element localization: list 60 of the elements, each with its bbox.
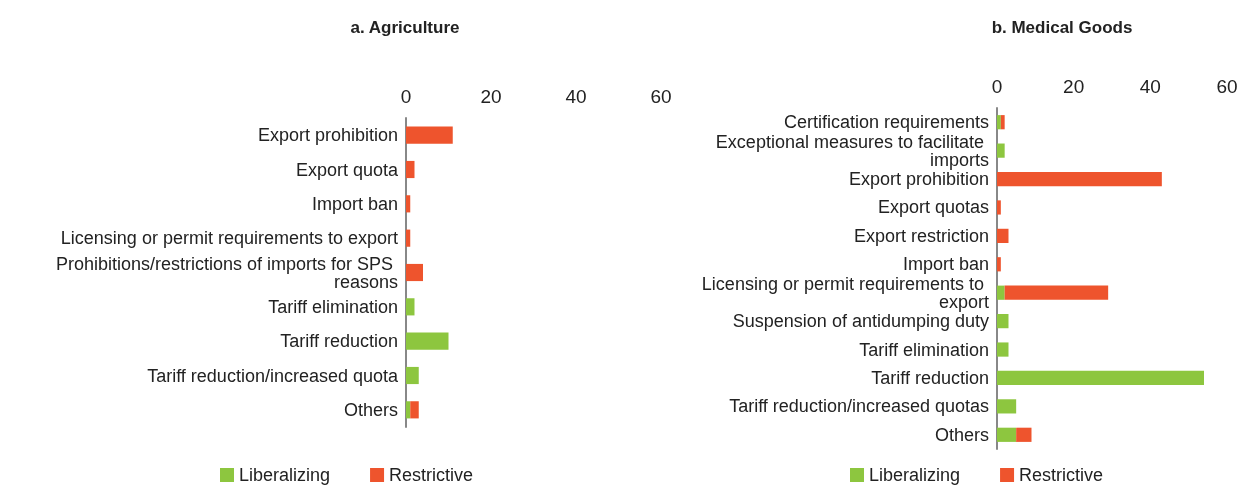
x-tick-label: 60 bbox=[650, 86, 672, 107]
y-tick-label: Licensing or permit requirements to export bbox=[701, 273, 989, 312]
y-tick-label: Tariff reduction/increased quota bbox=[147, 365, 399, 386]
bar bbox=[997, 115, 1001, 130]
bar bbox=[406, 126, 453, 144]
bar bbox=[997, 200, 1001, 215]
bar bbox=[997, 228, 1009, 243]
y-tick-label: Licensing or permit requirements to export bbox=[60, 228, 398, 249]
bar bbox=[1004, 285, 1109, 300]
legend-label: Liberalizing bbox=[869, 465, 961, 485]
bar bbox=[997, 427, 1017, 442]
bar bbox=[406, 229, 411, 247]
bar bbox=[406, 401, 411, 419]
y-tick-label: Tariff reduction bbox=[871, 367, 989, 388]
y-tick-label: Tariff reduction bbox=[280, 331, 398, 352]
y-tick-label: Export prohibition bbox=[848, 169, 989, 190]
bar bbox=[410, 401, 419, 419]
x-tick-label: 60 bbox=[1216, 76, 1238, 97]
y-tick-label: Others bbox=[934, 424, 989, 445]
bar bbox=[997, 143, 1005, 158]
y-tick-label: Tariff reduction/increased quotas bbox=[729, 396, 989, 417]
bar bbox=[406, 366, 419, 385]
y-tick-label: Export quota bbox=[295, 159, 399, 180]
x-tick-label: 0 bbox=[991, 76, 1003, 97]
bar bbox=[997, 257, 1001, 272]
bar bbox=[406, 160, 415, 179]
bar bbox=[406, 298, 415, 316]
x-tick-label: 20 bbox=[1063, 76, 1085, 97]
y-tick-label: Export quotas bbox=[877, 197, 989, 218]
y-tick-label: Prohibitions/restrictions of imports for SPS reasons bbox=[55, 253, 398, 292]
y-tick-label: Certification requirements bbox=[783, 112, 989, 133]
y-tick-label: Exceptional measures to facilitate imports bbox=[715, 131, 989, 170]
bar bbox=[406, 195, 411, 213]
y-tick-label: Export prohibition bbox=[257, 125, 398, 146]
x-tick-label: 40 bbox=[565, 86, 587, 107]
bar bbox=[1000, 115, 1005, 130]
y-tick-label: Others bbox=[343, 399, 398, 420]
y-tick-label: Export restriction bbox=[853, 225, 989, 246]
y-tick-label: Suspension of antidumping duty bbox=[732, 311, 989, 332]
legend-label: Restrictive bbox=[389, 465, 474, 485]
x-tick-label: 20 bbox=[480, 86, 502, 107]
bar bbox=[406, 332, 449, 350]
bar bbox=[997, 314, 1009, 329]
x-tick-label: 0 bbox=[400, 86, 412, 107]
y-tick-label: Tariff elimination bbox=[859, 339, 989, 360]
legend-label: Liberalizing bbox=[239, 465, 331, 485]
y-tick-label: Import ban bbox=[311, 193, 398, 214]
bar bbox=[997, 171, 1162, 187]
bar bbox=[997, 285, 1005, 300]
bar bbox=[997, 399, 1017, 414]
legend-label: Restrictive bbox=[1019, 465, 1104, 485]
x-tick-label: 40 bbox=[1139, 76, 1161, 97]
bar bbox=[997, 342, 1009, 357]
bar bbox=[997, 370, 1204, 386]
bar bbox=[406, 263, 423, 282]
y-tick-label: Tariff elimination bbox=[268, 296, 398, 317]
chart-title: a. Agriculture bbox=[350, 18, 460, 37]
bar bbox=[1016, 427, 1032, 442]
chart-title: b. Medical Goods bbox=[991, 18, 1133, 37]
y-tick-label: Import ban bbox=[902, 254, 989, 275]
